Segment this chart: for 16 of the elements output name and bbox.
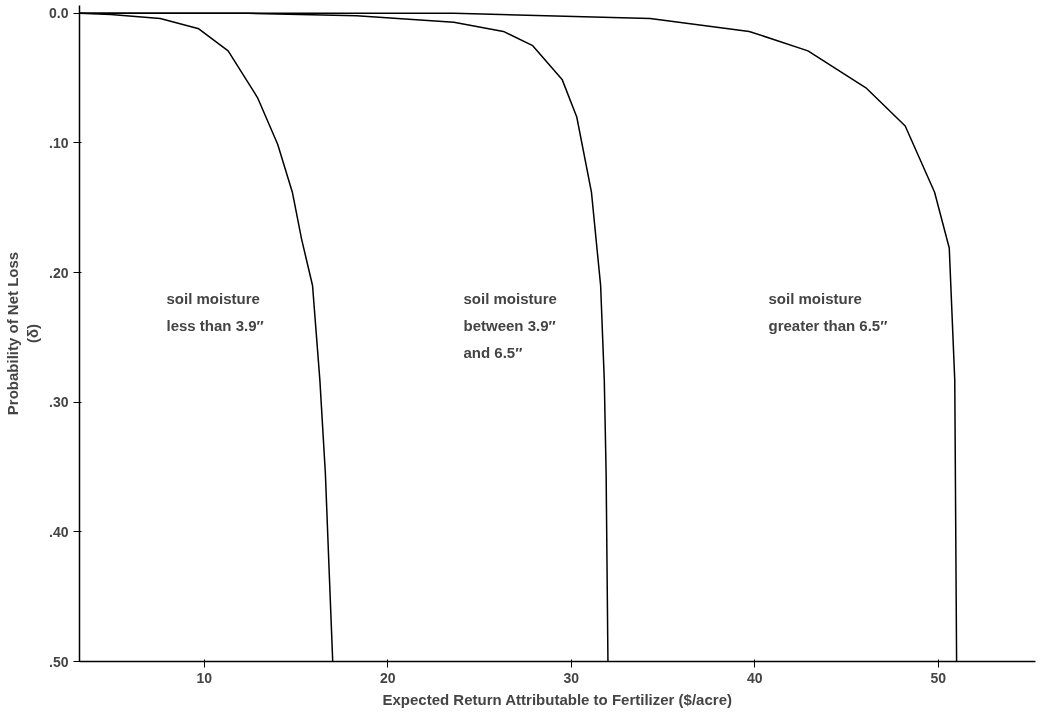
y-axis-title: Probability of Net Loss (δ)	[3, 251, 42, 416]
y-tick-label: .40	[49, 523, 69, 540]
y-tick-label: .50	[49, 653, 69, 670]
y-tick-label: 0.0	[49, 5, 69, 22]
annotation: soil moisture greater than 6.5″	[768, 289, 888, 334]
x-axis-title: Expected Return Attributable to Fertilizer ($/acre)	[382, 690, 732, 708]
x-tick-label: 20	[379, 669, 396, 686]
x-tick-label: 40	[746, 669, 763, 686]
annotation: soil moisture between 3.9″ and 6.5″	[463, 289, 557, 361]
x-tick-label: 50	[930, 669, 947, 686]
y-tick-label: .30	[49, 394, 69, 411]
y-tick-label: .20	[49, 264, 69, 281]
x-tick-label: 30	[563, 669, 580, 686]
x-tick-label: 10	[196, 669, 213, 686]
annotation: soil moisture less than 3.9″	[166, 289, 264, 334]
y-tick-label: .10	[49, 134, 69, 151]
